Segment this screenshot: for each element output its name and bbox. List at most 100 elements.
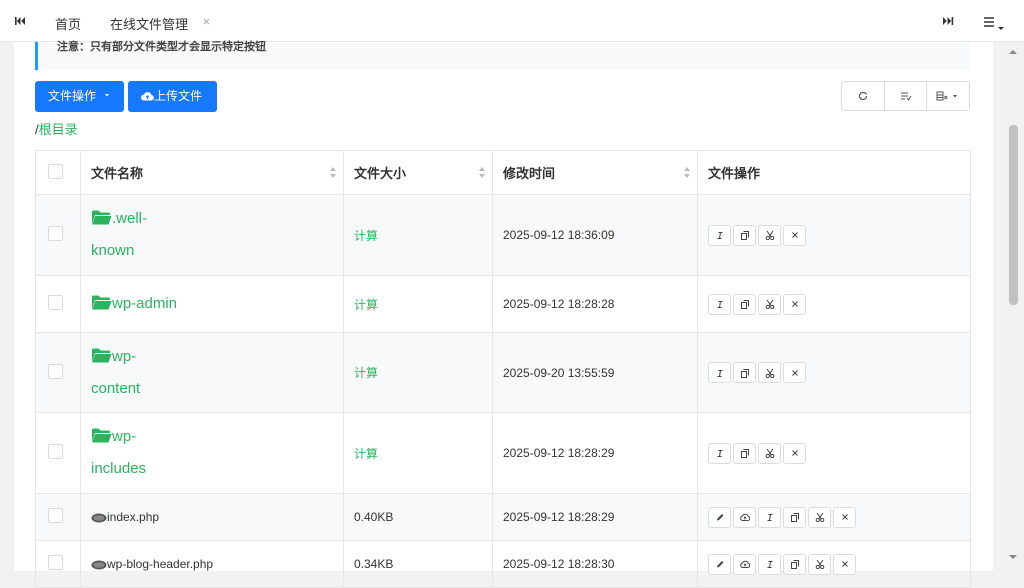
cut-icon [765, 448, 774, 458]
copy-button[interactable] [733, 224, 756, 246]
row-actions [708, 293, 970, 315]
rename-icon [717, 232, 722, 239]
header-text: 修改时间 [503, 166, 556, 181]
cut-button[interactable] [758, 293, 781, 315]
file-size[interactable]: 计算 [343, 275, 493, 333]
close-button[interactable] [783, 442, 806, 464]
select-all[interactable] [48, 163, 63, 179]
copy-button[interactable] [733, 362, 756, 383]
header-size[interactable]: 文件大小 [343, 150, 493, 195]
tab-current[interactable]: 在线文件管理 [110, 17, 189, 32]
copy-icon [740, 368, 749, 378]
edit-icon [716, 514, 723, 521]
cut-icon [765, 299, 774, 309]
columns-button[interactable] [927, 82, 969, 110]
rename-icon [767, 514, 772, 521]
close-button[interactable] [833, 553, 856, 575]
cut-button[interactable] [758, 442, 781, 464]
folder-link[interactable]: .well-known [91, 203, 183, 267]
row-actions [708, 553, 970, 575]
tab-close[interactable] [203, 18, 210, 25]
nav-first[interactable] [15, 16, 26, 26]
file-name: wp-admin [112, 295, 178, 312]
rename-button[interactable] [708, 224, 731, 246]
file-size[interactable]: 计算 [343, 194, 493, 276]
file-link[interactable]: index.php [91, 510, 159, 524]
row-actions [708, 442, 970, 464]
cloud-button[interactable] [733, 506, 756, 528]
rename-button[interactable] [708, 293, 731, 315]
edit-button[interactable] [708, 553, 731, 575]
notice-text: 注意：只有部分文件类型才会显示特定按钮 [57, 41, 266, 53]
file-size[interactable]: 计算 [343, 332, 493, 413]
row: wp-admin 计算 2025-09-12 18:28:28 [35, 275, 971, 333]
php-icon [91, 513, 107, 523]
file-size: 0.34KB [343, 540, 493, 588]
copy-icon [790, 513, 799, 522]
cut-button[interactable] [758, 224, 781, 246]
close-button[interactable] [833, 506, 856, 528]
row-checkbox[interactable] [48, 226, 63, 241]
rename-icon [717, 301, 722, 308]
breadcrumb-root[interactable]: 根目录 [38, 122, 78, 137]
cloud-button[interactable] [733, 553, 756, 575]
rename-button[interactable] [708, 442, 731, 464]
header-time[interactable]: 修改时间 [492, 150, 698, 195]
file-size: 0.40KB [343, 493, 493, 541]
copy-button[interactable] [733, 442, 756, 464]
row-checkbox[interactable] [48, 295, 63, 310]
folder-link[interactable]: wp-admin [91, 288, 183, 320]
notice: 注意：只有部分文件类型才会显示特定按钮 [35, 42, 970, 70]
file-name: wp-content [91, 347, 141, 397]
modified-time: 2025-09-12 18:28:29 [492, 412, 698, 494]
modified-time: 2025-09-12 18:28:28 [492, 275, 698, 333]
copy-icon [740, 300, 749, 309]
table-tools [841, 81, 970, 111]
cut-button[interactable] [808, 553, 831, 575]
breadcrumb-separator: / [35, 122, 39, 137]
cut-button[interactable] [808, 506, 831, 528]
close-button[interactable] [783, 293, 806, 315]
upload-button[interactable]: 上传文件 [128, 81, 217, 112]
header-name[interactable]: 文件名称 [80, 150, 344, 195]
file-link[interactable]: wp-blog-header.php [91, 557, 213, 571]
copy-button[interactable] [733, 293, 756, 315]
copy-button[interactable] [783, 506, 806, 528]
copy-icon [790, 560, 799, 569]
rename-icon [717, 450, 722, 457]
menu-button[interactable] [983, 16, 1007, 32]
rename-button[interactable] [708, 362, 731, 383]
copy-icon [740, 231, 749, 240]
rename-icon [767, 561, 772, 568]
nav-last[interactable] [943, 16, 954, 26]
row-checkbox[interactable] [48, 555, 63, 570]
row: .well-known 计算 2025-09-12 18:36:09 [35, 194, 971, 276]
refresh-button[interactable] [842, 82, 885, 110]
rename-button[interactable] [758, 553, 781, 575]
copy-button[interactable] [783, 553, 806, 575]
close-button[interactable] [783, 224, 806, 246]
caret [105, 94, 110, 97]
close-icon [841, 514, 848, 520]
row-checkbox[interactable] [48, 444, 63, 459]
copy-icon [740, 449, 749, 458]
close-button[interactable] [783, 362, 806, 383]
folder-link[interactable]: wp-content [91, 341, 183, 405]
row-checkbox[interactable] [48, 508, 63, 523]
sort-icon [684, 167, 690, 178]
cut-button[interactable] [758, 362, 781, 383]
file-size[interactable]: 计算 [343, 412, 493, 494]
edit-button[interactable] [708, 506, 731, 528]
modified-time: 2025-09-12 18:28:29 [492, 493, 698, 541]
rename-button[interactable] [758, 506, 781, 528]
row: wp-blog-header.php 0.34KB 2025-09-12 18:… [35, 540, 971, 588]
sort-button[interactable] [885, 82, 928, 110]
scroll-thumb[interactable] [1009, 125, 1018, 305]
folder-link[interactable]: wp-includes [91, 421, 183, 485]
row-checkbox[interactable] [48, 363, 63, 379]
tab-home[interactable]: 首页 [55, 17, 82, 32]
scrollbar[interactable] [1006, 42, 1020, 571]
file-ops-button[interactable]: 文件操作 [35, 81, 124, 112]
modified-time: 2025-09-12 18:28:30 [492, 540, 698, 588]
modified-time: 2025-09-12 18:36:09 [492, 194, 698, 276]
